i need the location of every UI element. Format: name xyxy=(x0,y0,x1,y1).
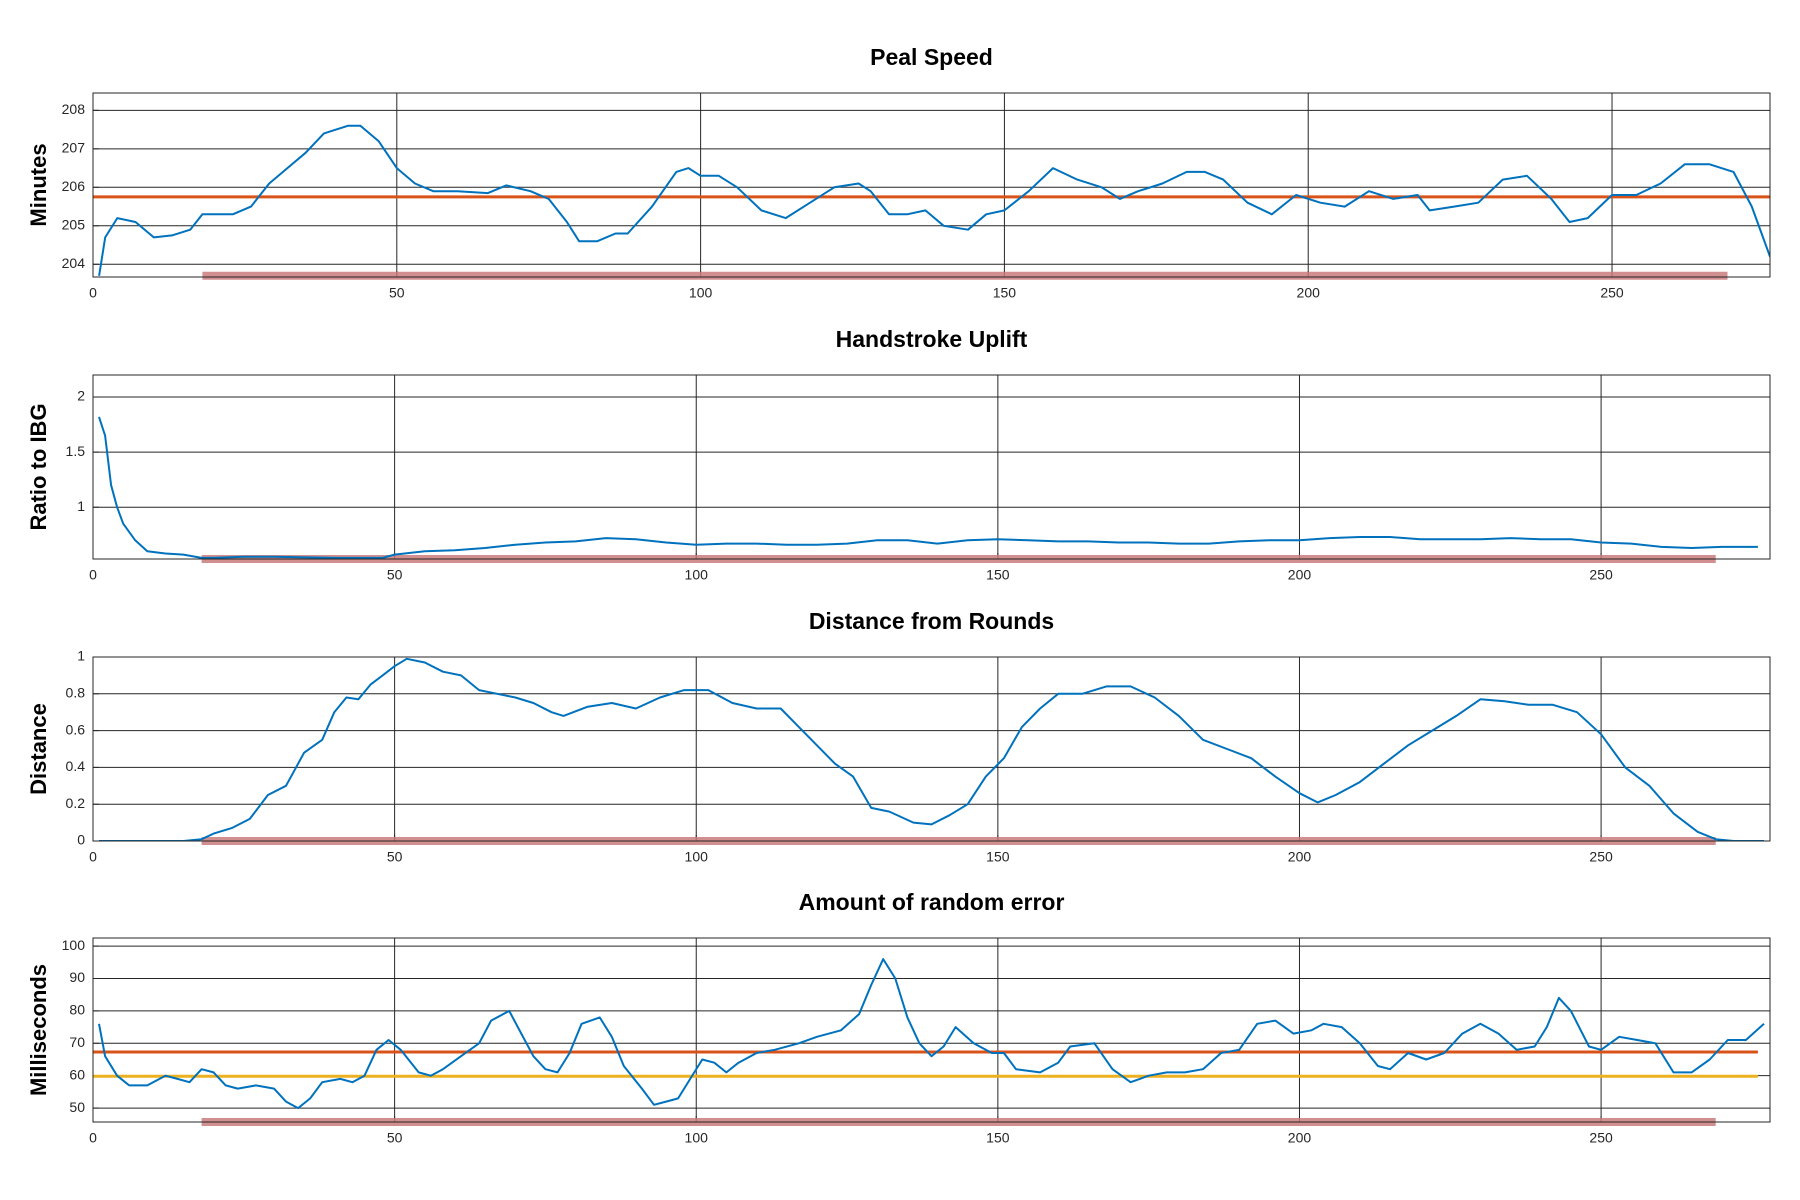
data-line xyxy=(98,958,1765,1110)
x-tick-label: 100 xyxy=(689,285,713,301)
x-tick-label: 150 xyxy=(993,285,1017,301)
y-tick-label: 0.2 xyxy=(66,795,86,811)
y-tick-label: 208 xyxy=(62,101,86,117)
plot-area xyxy=(93,657,1770,841)
y-axis-label: Ratio to IBG xyxy=(26,403,51,530)
x-tick-label: 150 xyxy=(986,849,1010,865)
x-tick-label: 200 xyxy=(1297,285,1321,301)
data-line xyxy=(98,124,1770,276)
x-tick-label: 0 xyxy=(89,849,97,865)
plot-frame xyxy=(92,656,1771,842)
x-tick-label: 200 xyxy=(1288,1130,1312,1146)
chart-title: Handstroke Uplift xyxy=(836,326,1028,352)
y-tick-label: 0.6 xyxy=(66,721,86,737)
x-tick-label: 250 xyxy=(1589,849,1613,865)
y-tick-label: 0.4 xyxy=(66,758,86,774)
x-tick-label: 100 xyxy=(685,1130,709,1146)
x-tick-label: 150 xyxy=(986,567,1010,583)
y-tick-label: 1.5 xyxy=(66,443,86,459)
x-tick-label: 250 xyxy=(1589,567,1613,583)
x-tick-label: 0 xyxy=(89,1130,97,1146)
plot-frame xyxy=(92,92,1771,278)
x-tick-label: 50 xyxy=(387,1130,403,1146)
plot-area xyxy=(93,375,1770,559)
x-tick-label: 0 xyxy=(89,567,97,583)
y-tick-label: 204 xyxy=(62,255,86,271)
x-tick-label: 50 xyxy=(389,285,405,301)
plot-area xyxy=(93,938,1770,1122)
y-axis-label: Milliseconds xyxy=(26,964,51,1096)
chart-title: Peal Speed xyxy=(870,44,993,70)
y-tick-label: 70 xyxy=(69,1034,85,1050)
y-tick-label: 90 xyxy=(69,969,85,985)
y-tick-label: 1 xyxy=(77,498,85,514)
plot-frame xyxy=(92,374,1771,560)
y-tick-label: 206 xyxy=(62,178,86,194)
x-tick-label: 100 xyxy=(685,567,709,583)
data-line xyxy=(98,416,1758,559)
y-tick-label: 100 xyxy=(62,937,86,953)
x-tick-label: 250 xyxy=(1600,285,1624,301)
plot-frame xyxy=(92,937,1771,1123)
y-tick-label: 80 xyxy=(69,1002,85,1018)
x-tick-label: 100 xyxy=(685,849,709,865)
y-tick-label: 60 xyxy=(69,1066,85,1082)
y-tick-label: 2 xyxy=(77,388,85,404)
x-tick-label: 200 xyxy=(1288,849,1312,865)
x-tick-label: 200 xyxy=(1288,567,1312,583)
y-tick-label: 1 xyxy=(77,648,85,664)
x-tick-label: 150 xyxy=(986,1130,1010,1146)
chart-title: Distance from Rounds xyxy=(809,608,1054,634)
x-tick-label: 50 xyxy=(387,849,403,865)
y-axis-label: Minutes xyxy=(26,143,51,226)
plot-area xyxy=(93,93,1770,277)
y-tick-label: 207 xyxy=(62,140,86,156)
y-axis-label: Distance xyxy=(26,703,51,795)
y-tick-label: 0 xyxy=(77,832,85,848)
chart-title: Amount of random error xyxy=(799,889,1065,915)
x-tick-label: 250 xyxy=(1589,1130,1613,1146)
x-tick-label: 0 xyxy=(89,285,97,301)
x-tick-label: 50 xyxy=(387,567,403,583)
y-tick-label: 50 xyxy=(69,1099,85,1115)
y-tick-label: 205 xyxy=(62,217,86,233)
data-line xyxy=(99,657,1764,841)
y-tick-label: 0.8 xyxy=(66,685,86,701)
